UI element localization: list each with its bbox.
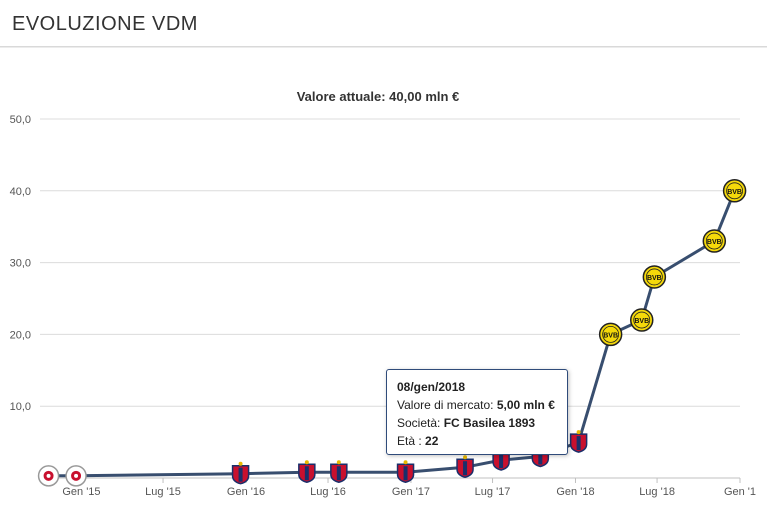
section-header: EVOLUZIONE VDM (0, 0, 767, 47)
tooltip-club: FC Basilea 1893 (443, 416, 536, 430)
data-point-basel-badge[interactable] (569, 430, 588, 453)
basel-shield-stripe (576, 436, 581, 451)
basel-shield-stripe (463, 461, 468, 476)
data-point-bvb-badge[interactable]: BVB (722, 179, 747, 203)
basel-shield-stripe (538, 450, 543, 465)
tooltip-market-value-label: Valore di mercato: (397, 398, 494, 412)
y-tick-label: 30,0 (10, 258, 31, 270)
data-point-basel-badge[interactable] (396, 460, 415, 484)
data-point-bvb-badge[interactable]: BVB (598, 322, 623, 347)
section-title: EVOLUZIONE VDM (12, 13, 198, 35)
lausanne-badge-center (74, 473, 79, 478)
basel-crown-icon (336, 460, 341, 465)
data-point-basel-badge[interactable] (456, 455, 474, 479)
tooltip-date: 08/gen/2018 (397, 380, 466, 394)
bvb-badge-text: BVB (634, 318, 649, 325)
y-tick-label: 10,0 (10, 401, 31, 413)
y-tick-label: 50,0 (10, 114, 31, 126)
tooltip: 08/gen/2018 Valore di mercato: 5,00 mln … (386, 369, 568, 455)
basel-crown-icon (576, 430, 581, 435)
basel-crown-icon (463, 455, 468, 460)
bvb-badge-ring (645, 268, 663, 286)
data-point-basel-badge[interactable] (231, 461, 250, 485)
tooltip-club-row: Società: FC Basilea 1893 (397, 414, 557, 432)
tooltip-market-value-row: Valore di mercato: 5,00 mln € (397, 396, 557, 414)
x-tick-label: Lug '18 (639, 486, 675, 498)
lausanne-badge-center (46, 473, 51, 478)
basel-shield-stripe (403, 466, 408, 481)
tooltip-age-row: Età : 22 (397, 432, 557, 450)
x-tick-label: Gen '15 (62, 486, 100, 498)
y-axis: 10,0 20,0 30,0 40,0 50,0 (10, 114, 31, 413)
data-point-bvb-badge[interactable]: BVB (629, 308, 654, 332)
data-point-lausanne-badge[interactable] (65, 465, 87, 487)
data-points: BVB BVB BVB BVB BVB (37, 179, 747, 487)
bvb-badge-ring (633, 311, 651, 329)
x-tick-label: Gen '16 (227, 486, 265, 498)
chart-title: Valore attuale: 40,00 mln € (297, 89, 460, 104)
bvb-badge-text: BVB (707, 239, 722, 246)
data-point-basel-badge[interactable] (298, 460, 316, 484)
basel-crown-icon (304, 460, 309, 465)
bvb-badge-text: BVB (647, 275, 662, 282)
bvb-badge-text: BVB (603, 332, 618, 339)
market-value-chart: Valore attuale: 40,00 mln € 10,0 20,0 30,0… (10, 89, 756, 498)
data-point-basel-badge[interactable] (330, 460, 348, 484)
bvb-badge-text: BVB (727, 189, 742, 196)
bvb-badge-ring (705, 232, 723, 250)
basel-shield-stripe (304, 466, 309, 481)
basel-crown-icon (238, 461, 243, 466)
y-tick-label: 40,0 (10, 186, 31, 198)
data-point-bvb-badge[interactable]: BVB (642, 265, 667, 289)
x-tick-label: Lug '17 (475, 486, 511, 498)
tooltip-age: 22 (425, 434, 439, 448)
x-tick-label: Gen '17 (392, 486, 430, 498)
data-point-lausanne-badge[interactable] (37, 465, 60, 487)
data-point-bvb-badge[interactable]: BVB (702, 229, 727, 253)
x-tick-label: Lug '15 (145, 486, 181, 498)
x-axis: Gen '15 Lug '15 Gen '16 Lug '16 Gen '17 Lug '… (40, 477, 756, 498)
tooltip-age-label: Età : (397, 434, 422, 448)
basel-crown-icon (403, 460, 408, 465)
x-tick-label: Lug '16 (310, 486, 346, 498)
tooltip-club-label: Società: (397, 416, 441, 430)
basel-shield-stripe (336, 466, 341, 481)
basel-shield-stripe (499, 454, 504, 469)
basel-shield-stripe (238, 467, 243, 482)
bvb-badge-ring (602, 325, 620, 343)
x-tick-label: Gen '18 (556, 486, 594, 498)
x-tick-label: Gen '1 (724, 486, 756, 498)
y-tick-label: 20,0 (10, 329, 31, 341)
divider (0, 47, 767, 48)
tooltip-market-value: 5,00 mln € (496, 398, 555, 412)
bvb-badge-ring (726, 182, 743, 200)
